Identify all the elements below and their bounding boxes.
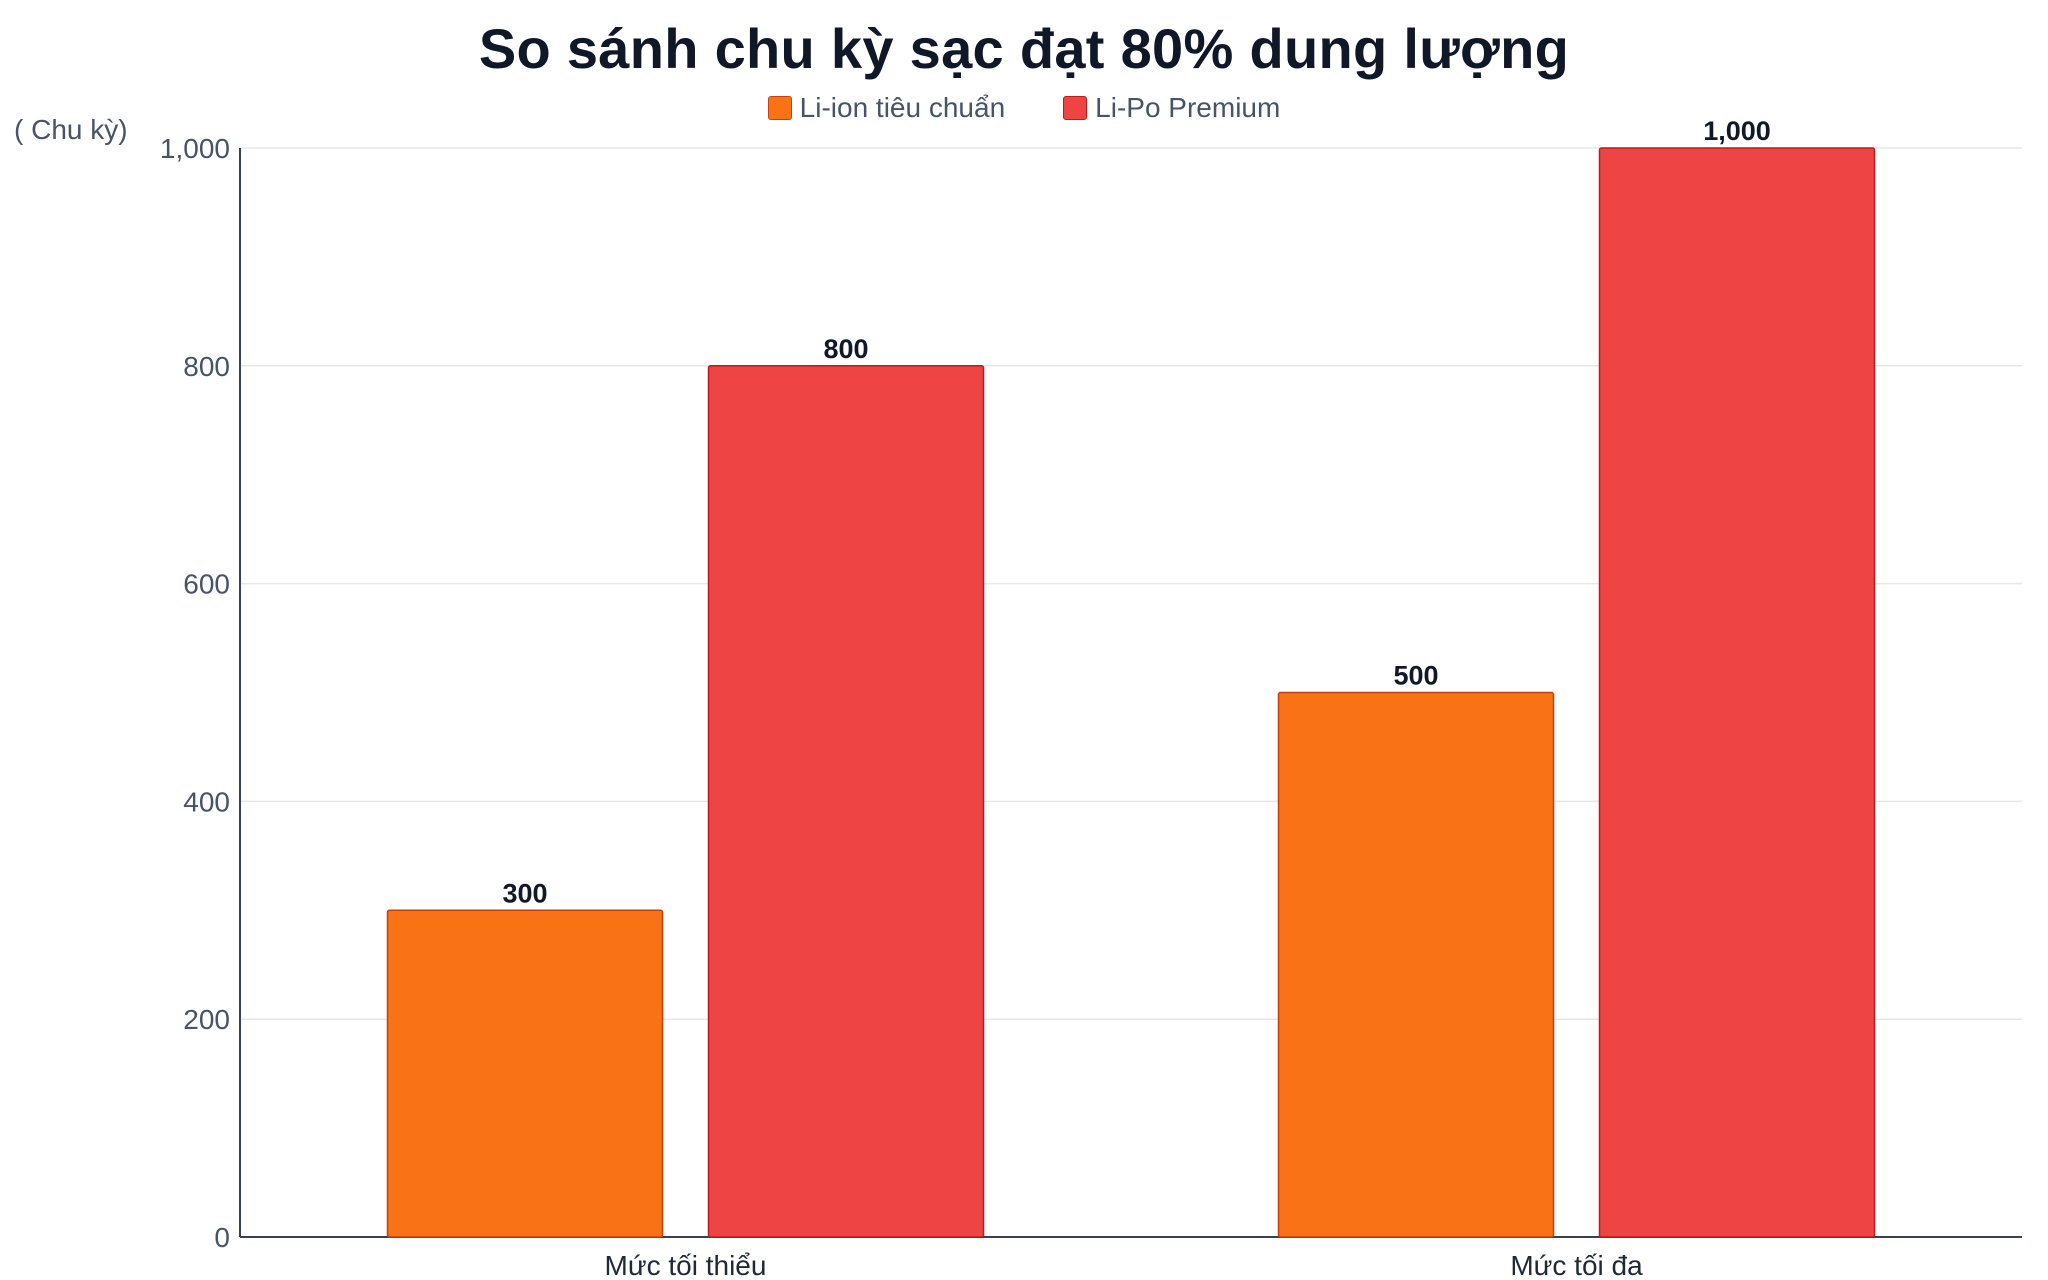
legend-swatch-li-po (1063, 96, 1088, 120)
legend-item-li-ion[interactable]: Li-ion tiêu chuẩn (767, 92, 1006, 124)
legend-item-li-po[interactable]: Li-Po Premium (1063, 92, 1280, 124)
y-tick-label: 200 (183, 1004, 230, 1035)
bar[interactable] (1598, 147, 1876, 1238)
legend-swatch-li-ion (767, 96, 792, 120)
chart-title: So sánh chu kỳ sạc đạt 80% dung lượng (478, 17, 1570, 80)
data-label: 800 (823, 334, 868, 364)
x-tick-label: Mức tối đa (1510, 1250, 1643, 1280)
y-axis-unit-label: ( Chu kỳ) (14, 114, 128, 145)
legend-label-li-po: Li-Po Premium (1095, 92, 1281, 123)
y-tick-label: 0 (214, 1222, 230, 1253)
y-tick-label: 400 (183, 786, 230, 817)
legend: Li-ion tiêu chuẩn Li-Po Premium (0, 92, 2048, 124)
legend-label-li-ion: Li-ion tiêu chuẩn (799, 92, 1006, 123)
bar[interactable] (386, 909, 664, 1238)
y-tick-label: 800 (183, 351, 230, 382)
bar[interactable] (707, 365, 985, 1238)
bar[interactable] (1277, 691, 1555, 1238)
y-tick-label: 1,000 (160, 133, 230, 164)
data-label: 300 (502, 878, 547, 908)
data-label: 500 (1393, 661, 1438, 691)
data-label: 1,000 (1703, 116, 1771, 146)
x-tick-label: Mức tối thiểu (605, 1250, 767, 1280)
y-tick-label: 600 (183, 569, 230, 600)
